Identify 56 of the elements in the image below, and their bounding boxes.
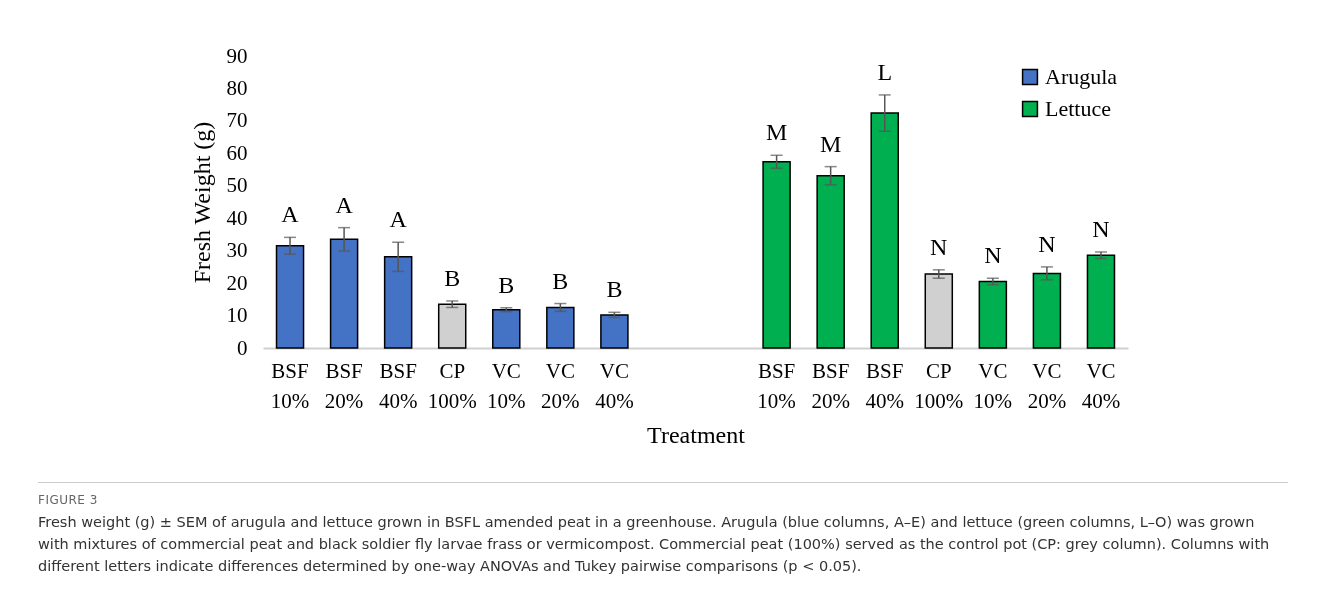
data-label: B [444, 264, 461, 291]
x-tick-label: BSF 40% [865, 358, 904, 413]
y-tick-label: 60 [226, 140, 248, 165]
bar [816, 174, 845, 349]
data-label: B [606, 276, 623, 303]
bar [762, 161, 791, 349]
x-tick-label: CP 100% [914, 358, 964, 413]
bar [870, 112, 899, 349]
bar [329, 238, 359, 349]
y-tick-label: 40 [226, 205, 248, 230]
x-tick-label: BSF 10% [270, 358, 310, 413]
y-tick-label: 30 [226, 238, 248, 263]
y-tick-label: 70 [226, 108, 248, 133]
x-tick-label: VC 10% [973, 358, 1013, 413]
bar [546, 306, 575, 349]
legend-label: Arugula [1045, 64, 1118, 89]
y-tick-label: 80 [226, 75, 248, 100]
x-tick-label: VC 20% [1027, 358, 1067, 413]
x-tick-label: VC 40% [1081, 358, 1121, 413]
bar [600, 314, 629, 349]
bar [383, 256, 413, 349]
bar [492, 308, 521, 349]
caption: FIGURE 3 [38, 493, 99, 507]
x-tick-label: VC 20% [541, 358, 580, 413]
data-label: L [877, 58, 893, 85]
bar [978, 280, 1008, 349]
x-tick-label: CP 100% [427, 358, 477, 413]
data-label: A [389, 206, 408, 233]
x-tick-label: VC 40% [595, 358, 634, 413]
x-axis-title: Treatment [647, 421, 746, 448]
data-label: N [984, 242, 1002, 269]
x-tick-label: BSF 10% [757, 358, 796, 413]
x-tick-label: BSF 40% [378, 358, 418, 413]
y-tick-label: 90 [226, 43, 248, 68]
data-label: B [498, 271, 515, 298]
bar [1032, 272, 1062, 349]
y-tick-label: 10 [226, 303, 248, 328]
y-tick-label: 0 [237, 335, 248, 360]
data-label: M [819, 130, 842, 157]
y-axis-title: Fresh Weight (g) [188, 121, 215, 284]
x-tick-label: BSF 20% [324, 358, 364, 413]
data-label: A [335, 191, 354, 218]
data-label: N [1038, 230, 1056, 257]
x-tick-label: VC 10% [487, 358, 526, 413]
x-tick-label: BSF 20% [811, 358, 850, 413]
data-label: B [552, 267, 569, 294]
y-tick-label: 20 [226, 270, 248, 295]
data-label: N [930, 233, 948, 260]
bar [275, 245, 305, 349]
bar [1086, 254, 1116, 349]
y-tick-label: 50 [226, 173, 248, 198]
data-label: N [1092, 215, 1110, 242]
text: Fresh weight (g) ± SEM of arugula and lettuce grown in BSFL amended peat in a greenhouse. Arugula (blue columns, A–E) and lettuce (green columns, L–O) was grown with mixtures of commercial peat and black soldier fly larvae frass or vermicompost. Commercial peat (100%) served as the control pot (CP: grey column). Columns with different letters indicate differences determined by one-way ANOVAs and Tukey pairwise comparisons (p < 0.05). [38, 513, 1271, 576]
legend-label: Lettuce [1045, 96, 1111, 121]
data-label: M [765, 119, 788, 146]
data-label: A [281, 201, 300, 228]
